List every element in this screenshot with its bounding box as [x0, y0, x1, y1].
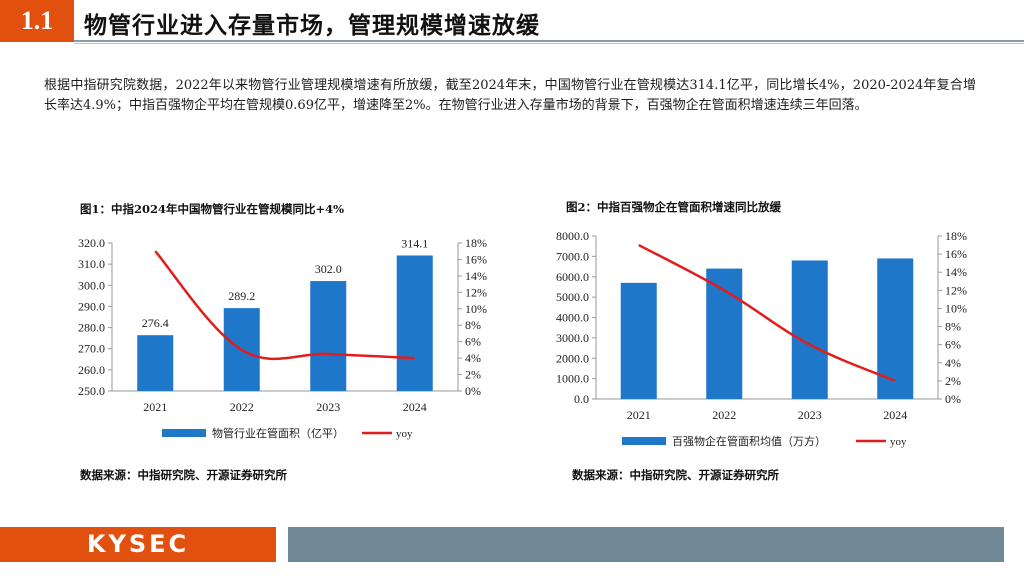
legend-line-label: yoy	[396, 428, 413, 440]
y-tick-label-left: 3000.0	[556, 331, 589, 345]
y-tick-label-right: 12%	[945, 283, 967, 297]
y-tick-label-left: 4000.0	[556, 311, 589, 325]
y-tick-label-right: 16%	[465, 252, 487, 266]
y-tick-label-left: 290.0	[78, 299, 105, 313]
y-tick-label-left: 7000.0	[556, 249, 589, 263]
y-tick-label-left: 280.0	[78, 321, 105, 335]
legend-bar-label: 百强物企在管面积均值（万方）	[672, 434, 826, 448]
y-tick-label-left: 310.0	[78, 257, 105, 271]
bar-value-label: 302.0	[315, 262, 342, 276]
bar-2024	[396, 255, 433, 391]
x-tick-label: 2023	[316, 400, 340, 414]
figure1-source: 数据来源：中指研究院、开源证券研究所	[80, 468, 287, 482]
figure2-source: 数据来源：中指研究院、开源证券研究所	[572, 468, 779, 482]
bar-2022	[706, 268, 743, 399]
x-tick-label: 2022	[230, 400, 254, 414]
bar-value-label: 314.1	[401, 236, 428, 250]
bar-2024	[877, 258, 914, 399]
y-tick-label-right: 0%	[465, 384, 481, 398]
y-tick-label-right: 4%	[465, 351, 481, 365]
y-tick-label-right: 18%	[465, 236, 487, 250]
y-tick-label-right: 8%	[945, 320, 961, 334]
x-tick-label: 2021	[143, 400, 167, 414]
x-tick-label: 2021	[627, 408, 651, 422]
y-tick-label-left: 5000.0	[556, 290, 589, 304]
y-tick-label-left: 300.0	[78, 278, 105, 292]
legend-bar-label: 物管行业在管面积（亿平）	[212, 426, 344, 440]
y-tick-label-right: 14%	[945, 265, 967, 279]
y-tick-label-left: 8000.0	[556, 229, 589, 243]
y-tick-label-right: 8%	[465, 318, 481, 332]
y-tick-label-right: 2%	[465, 368, 481, 382]
legend-bar-swatch	[162, 429, 206, 437]
y-tick-label-right: 6%	[945, 338, 961, 352]
yoy-line	[638, 243, 896, 383]
y-tick-label-right: 0%	[945, 392, 961, 406]
kysec-logo: KYSEC	[86, 530, 190, 558]
y-tick-label-left: 1000.0	[556, 372, 589, 386]
bar-value-label: 276.4	[142, 316, 169, 330]
x-tick-label: 2024	[883, 408, 907, 422]
bar-value-label: 289.2	[228, 289, 255, 303]
y-tick-label-right: 6%	[465, 335, 481, 349]
bar-2021	[137, 335, 174, 391]
bar-2023	[791, 260, 828, 399]
section-title: 物管行业进入存量市场，管理规模增速放缓	[84, 13, 540, 39]
legend-bar-swatch	[622, 437, 666, 445]
y-tick-label-left: 6000.0	[556, 270, 589, 284]
y-tick-label-right: 4%	[945, 356, 961, 370]
figure1-title: 图1：中指2024年中国物管行业在管规模同比+4%	[80, 202, 345, 216]
y-tick-label-left: 270.0	[78, 342, 105, 356]
y-tick-label-left: 0.0	[574, 392, 589, 406]
legend-line-label: yoy	[890, 436, 907, 448]
y-tick-label-right: 10%	[465, 302, 487, 316]
x-tick-label: 2023	[798, 408, 822, 422]
y-tick-label-right: 18%	[945, 229, 967, 243]
y-tick-label-left: 320.0	[78, 236, 105, 250]
section-number-badge: 1.1	[0, 0, 74, 42]
y-tick-label-right: 2%	[945, 374, 961, 388]
bar-2023	[310, 281, 347, 391]
y-tick-label-left: 2000.0	[556, 351, 589, 365]
figure2-title: 图2：中指百强物企在管面积增速同比放缓	[566, 200, 781, 214]
x-tick-label: 2024	[403, 400, 427, 414]
y-tick-label-right: 10%	[945, 301, 967, 315]
y-tick-label-right: 16%	[945, 247, 967, 261]
header-divider-thin	[74, 43, 1024, 44]
y-tick-label-right: 14%	[465, 269, 487, 283]
body-paragraph: 根据中指研究院数据，2022年以来物管行业管理规模增速有所放缓，截至2024年末…	[44, 78, 976, 113]
figure2-chart: 0.0 1000.0 2000.0 3000.0 4000.0 5000.0 6000.0 7…	[556, 229, 967, 448]
x-tick-label: 2022	[712, 408, 736, 422]
footer-bar	[288, 527, 1004, 562]
yoy-line	[154, 250, 415, 361]
footer-logo-bar	[0, 527, 276, 562]
y-tick-label-right: 12%	[465, 285, 487, 299]
header-divider	[74, 40, 1024, 42]
y-tick-label-left: 250.0	[78, 384, 105, 398]
y-tick-label-left: 260.0	[78, 363, 105, 377]
figure1-chart: 250.0 260.0 270.0 280.0 290.0 300.0 310.0 320.0…	[78, 236, 487, 440]
bar-2021	[620, 282, 657, 399]
